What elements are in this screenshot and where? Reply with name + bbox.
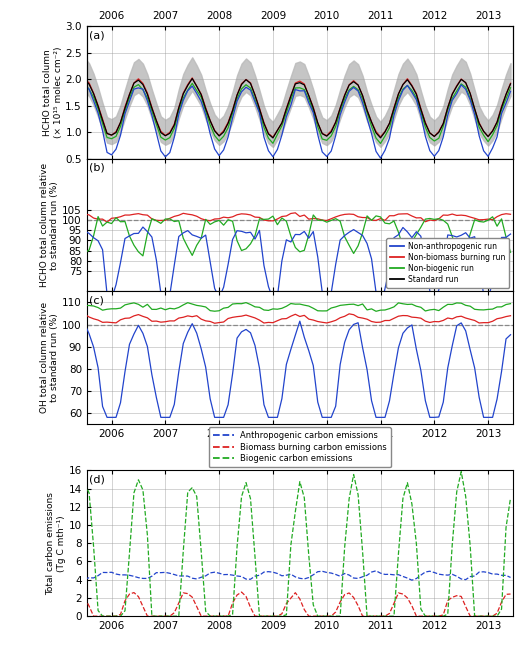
- Text: (b): (b): [89, 163, 105, 173]
- Legend: Non-anthropogenic run, Non-biomass burning run, Non-biogenic run, Standard run: Non-anthropogenic run, Non-biomass burni…: [387, 239, 509, 287]
- Text: (d): (d): [89, 474, 105, 485]
- Y-axis label: HCHO total column relative
to standard run (%): HCHO total column relative to standard r…: [40, 163, 59, 287]
- Y-axis label: Total carbon emissions
(Tg C mth⁻¹): Total carbon emissions (Tg C mth⁻¹): [46, 492, 66, 594]
- Text: (c): (c): [89, 295, 104, 305]
- Legend: Anthropogenic carbon emissions, Biomass burning carbon emissions, Biogenic carbo: Anthropogenic carbon emissions, Biomass …: [208, 427, 391, 467]
- Y-axis label: OH total column relative
to standard run (%): OH total column relative to standard run…: [40, 302, 59, 413]
- Y-axis label: HCHO total column
(× 10¹⁵ molec cm⁻²): HCHO total column (× 10¹⁵ molec cm⁻²): [43, 47, 63, 138]
- Text: (a): (a): [89, 30, 105, 40]
